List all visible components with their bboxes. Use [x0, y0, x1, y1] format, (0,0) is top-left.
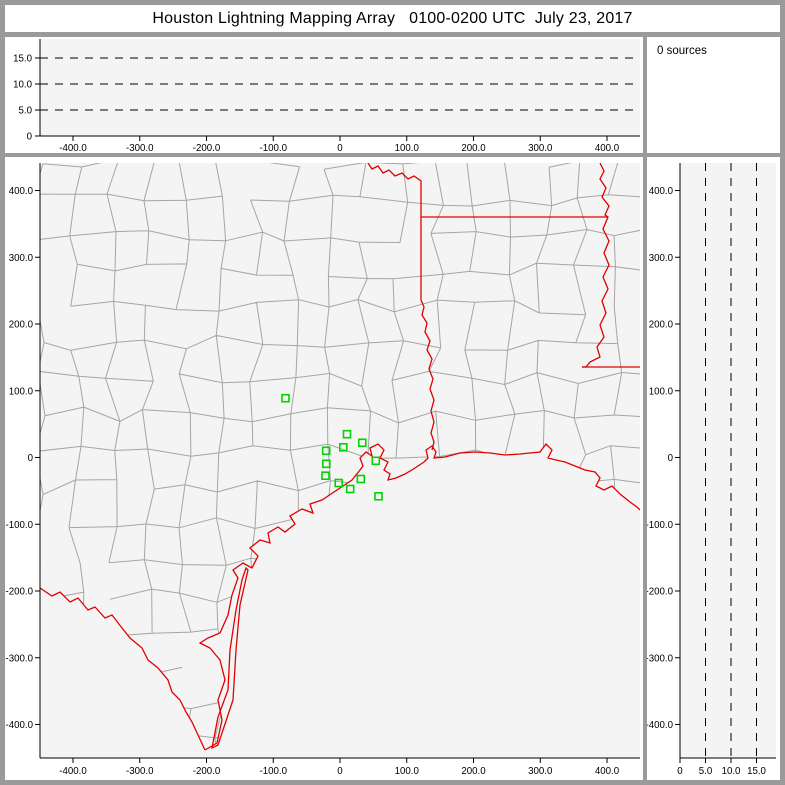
plan-view-map-plot[interactable]: 400.0 300.0 200.0 100.0 0 -100.0 -200.0 -300.0 -…	[5, 157, 643, 780]
x-tick-label: -300.0	[126, 143, 154, 153]
x-tick-label: -400.0	[59, 766, 87, 777]
x-tick-label: -200.0	[193, 143, 221, 153]
plot-area	[40, 39, 640, 136]
x-tick-label: -200.0	[193, 766, 221, 777]
station-markers	[281, 393, 383, 501]
x-tick-label: 15.0	[747, 766, 766, 777]
x-tick-label: 10.0	[722, 766, 741, 777]
x-tick-label: 0	[337, 766, 343, 777]
y-tick-label: -400.0	[6, 720, 34, 731]
y-tick-label: 400.0	[9, 186, 34, 197]
station-marker	[371, 456, 381, 466]
station-marker	[321, 471, 330, 481]
x-tick-label: -100.0	[260, 143, 288, 153]
station-marker	[342, 429, 352, 439]
x-tick-label: 100.0	[395, 766, 420, 777]
y-tick-label: 15.0	[13, 54, 32, 65]
station-marker	[356, 474, 366, 484]
y-tick-label: -300.0	[6, 653, 34, 664]
station-marker	[374, 491, 383, 501]
x-tick-label: -400.0	[59, 143, 87, 153]
y-tick-label: 0	[668, 453, 674, 464]
x-tick-label: 200.0	[461, 143, 486, 153]
y-tick-label: 200.0	[9, 320, 34, 331]
altitude-ew-plot[interactable]: 0 5.0 10.0 15.0 -400.0 -300.0 -200.0 -100.0 0 100…	[5, 37, 643, 153]
station-marker	[321, 459, 331, 469]
padre-island-outline	[211, 566, 249, 750]
x-tick-label: 300.0	[528, 143, 553, 153]
title-bar: Houston Lightning Mapping Array 0100-020…	[5, 5, 780, 32]
station-marker	[345, 484, 355, 494]
x-tick-label: 400.0	[595, 766, 620, 777]
y-tick-label: 200.0	[649, 320, 674, 331]
state-borders	[40, 163, 640, 751]
x-tick-label: 100.0	[395, 143, 420, 153]
sources-count-label: 0 sources	[657, 45, 707, 57]
y-tick-label: -200.0	[6, 587, 34, 598]
x-tick-label: 0	[677, 766, 683, 777]
altitude-ns-plot[interactable]: 400.0 300.0 200.0 100.0 0 -100.0 -200.0 -300.0 -…	[647, 157, 780, 780]
y-tick-label: -100.0	[6, 520, 34, 531]
y-tick-label: 100.0	[9, 386, 34, 397]
y-tick-label: -400.0	[647, 720, 674, 731]
y-tick-label: 0	[27, 132, 33, 143]
x-tick-label: -300.0	[126, 766, 154, 777]
station-marker	[338, 442, 348, 452]
sources-count-panel: 0 sources	[647, 37, 780, 153]
x-tick-label: 400.0	[595, 143, 620, 153]
x-tick-label: 5.0	[699, 766, 713, 777]
y-tick-label: -200.0	[647, 587, 674, 598]
y-tick-label: 100.0	[649, 386, 674, 397]
texas-eastern-border	[367, 163, 435, 451]
station-marker	[321, 446, 331, 456]
window-title: Houston Lightning Mapping Array 0100-020…	[152, 9, 633, 27]
y-tick-label: 300.0	[9, 253, 34, 264]
y-tick-label: 10.0	[13, 80, 32, 91]
y-tick-label: 300.0	[649, 253, 674, 264]
map-background	[40, 163, 640, 758]
x-tick-label: 200.0	[461, 766, 486, 777]
y-tick-label: 5.0	[19, 106, 33, 117]
y-tick-label: 400.0	[649, 186, 674, 197]
station-marker	[334, 478, 344, 488]
x-tick-label: -100.0	[260, 766, 288, 777]
plot-area	[680, 163, 776, 758]
station-marker	[281, 393, 290, 403]
rio-grande-border	[40, 587, 206, 751]
y-tick-label: 0	[28, 453, 34, 464]
altitude-ew-panel[interactable]: 0 5.0 10.0 15.0 -400.0 -300.0 -200.0 -100.0 0 100…	[5, 37, 643, 153]
mississippi-river-border	[582, 163, 610, 368]
altitude-ns-panel[interactable]: 400.0 300.0 200.0 100.0 0 -100.0 -200.0 -300.0 -…	[647, 157, 780, 780]
x-tick-label: 300.0	[528, 766, 553, 777]
plan-view-map-panel[interactable]: 400.0 300.0 200.0 100.0 0 -100.0 -200.0 -300.0 -…	[5, 157, 643, 780]
station-marker	[357, 438, 367, 448]
x-tick-label: 0	[337, 143, 343, 153]
y-tick-label: -300.0	[647, 653, 674, 664]
y-tick-label: -100.0	[647, 520, 674, 531]
gulf-coastline	[198, 443, 640, 751]
